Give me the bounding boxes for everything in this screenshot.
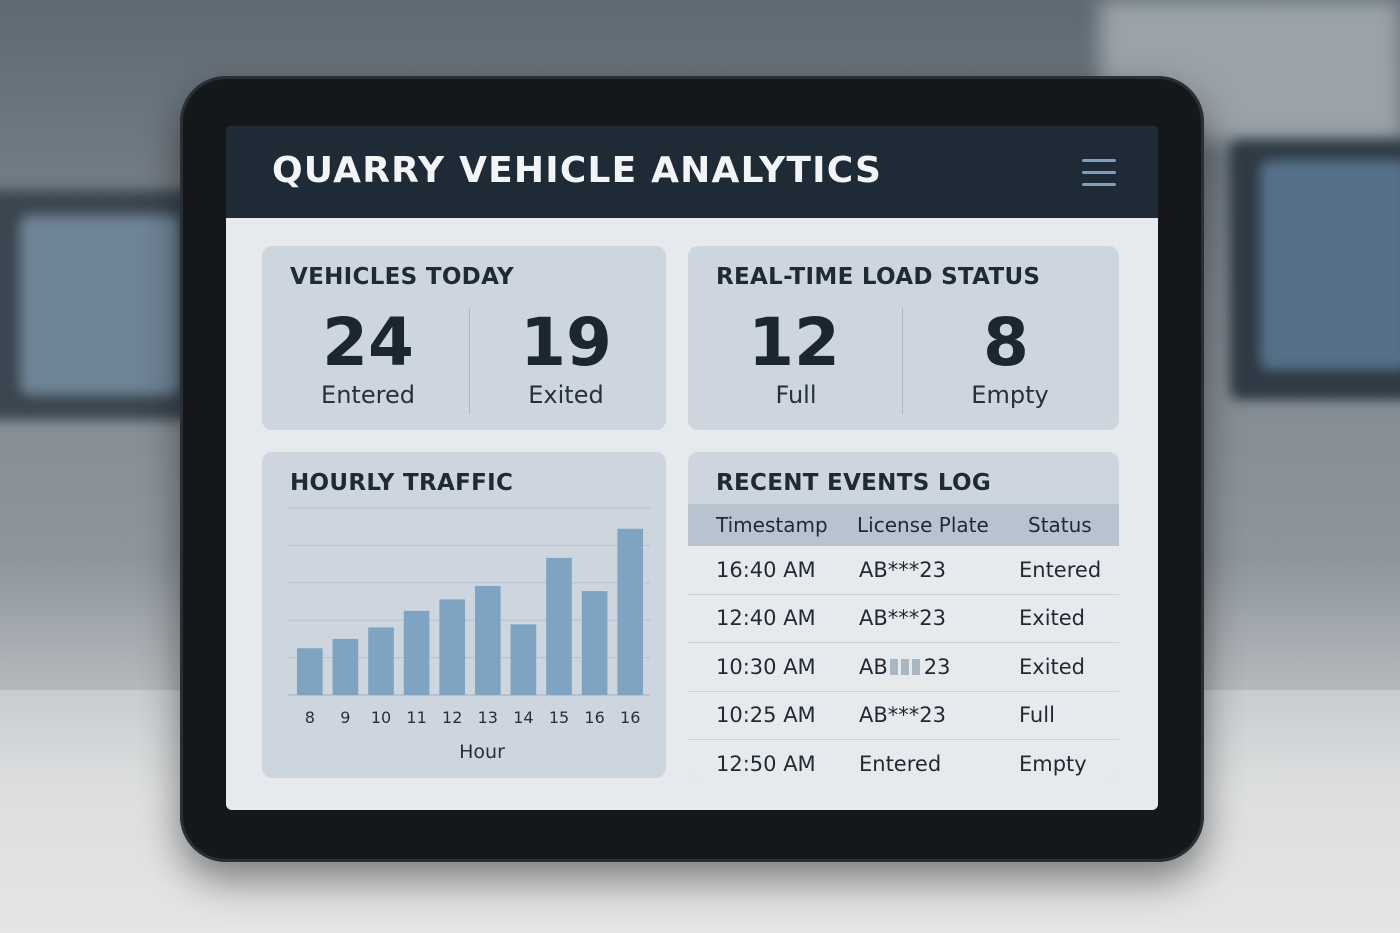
chart-bar[interactable] [617,528,644,695]
chart-bar[interactable] [581,591,608,695]
timestamp-cell: 10:25 AM [716,703,816,727]
recent-events-title: RECENT EVENTS LOG [716,470,992,496]
timestamp-cell: 12:40 AM [716,606,816,630]
load-status-card: REAL-TIME LOAD STATUS 12 Full 8 Empty [688,246,1119,430]
x-axis-label: Hour [459,741,505,763]
hourly-traffic-card: HOURLY TRAFFIC 8 9 10 11 12 13 14 15 16 16 Hour [262,452,666,778]
chart-bar[interactable] [510,624,537,695]
x-tick-label: 15 [549,708,569,727]
table-row[interactable]: 12:50 AM Entered Empty [688,740,1119,778]
load-status-title: REAL-TIME LOAD STATUS [716,264,1041,290]
chart-bar[interactable] [296,648,323,695]
events-table-header: Timestamp License Plate Status [688,504,1119,546]
app-title: QUARRY VEHICLE ANALYTICS [272,150,883,191]
chart-bar[interactable] [439,599,466,695]
column-header-license-plate[interactable]: License Plate [857,513,989,537]
x-tick-label: 12 [442,708,462,727]
column-header-status[interactable]: Status [1028,513,1092,537]
entered-count: 24 [322,304,414,381]
status-cell: Empty [1019,752,1087,776]
plate-suffix: 23 [923,655,951,679]
hamburger-menu-icon[interactable] [1082,159,1116,187]
plate-prefix: AB [859,655,888,679]
recent-events-card: RECENT EVENTS LOG Timestamp License Plat… [688,452,1119,778]
license-plate-cell: AB***23 [859,606,946,630]
tablet-device: QUARRY VEHICLE ANALYTICS VEHICLES TODAY … [180,76,1204,862]
table-row[interactable]: 10:25 AM AB***23 Full [688,691,1119,740]
empty-label: Empty [971,381,1049,409]
hourly-traffic-title: HOURLY TRAFFIC [290,470,514,496]
chart-bar[interactable] [368,627,394,695]
timestamp-cell: 12:50 AM [716,752,816,776]
license-plate-cell: AB***23 [859,703,946,727]
status-cell: Entered [1019,558,1102,582]
x-tick-label: 13 [478,708,498,727]
chart-bar[interactable] [474,585,501,695]
exited-label: Exited [528,381,604,409]
license-plate-cell: Entered [859,752,942,776]
vehicles-today-title: VEHICLES TODAY [290,264,514,290]
status-cell: Exited [1019,606,1086,630]
status-cell: Exited [1019,655,1086,679]
redacted-blocks-icon [889,659,920,675]
tablet-screen: QUARRY VEHICLE ANALYTICS VEHICLES TODAY … [226,126,1158,810]
chart-bar[interactable] [546,557,572,695]
full-count: 12 [748,304,840,381]
entered-label: Entered [321,381,415,409]
hourly-traffic-chart: 8 9 10 11 12 13 14 15 16 16 Hour [288,507,650,763]
x-tick-label: 10 [371,708,391,727]
status-cell: Full [1019,703,1055,727]
full-label: Full [775,381,817,409]
events-table-body: 16:40 AM AB***23 Entered 12:40 AM AB***2… [688,546,1119,778]
x-tick-label: 16 [620,708,640,727]
table-row[interactable]: 10:30 AM AB 23 Exited [688,643,1119,692]
x-tick-label: 16 [584,708,604,727]
x-tick-label: 14 [513,708,533,727]
table-row[interactable]: 16:40 AM AB***23 Entered [688,546,1119,595]
license-plate-cell: AB***23 [859,558,946,582]
x-tick-label: 11 [406,708,426,727]
timestamp-cell: 16:40 AM [716,558,816,582]
chart-bar[interactable] [332,638,359,695]
load-divider [902,308,903,414]
table-row[interactable]: 12:40 AM AB***23 Exited [688,594,1119,643]
exited-count: 19 [520,304,612,381]
chart-bar[interactable] [403,610,430,695]
column-header-timestamp[interactable]: Timestamp [716,513,828,537]
vehicles-today-card: VEHICLES TODAY 24 Entered 19 Exited [262,246,666,430]
x-tick-label: 8 [305,708,315,727]
license-plate-cell: AB 23 [859,655,951,679]
x-tick-label: 9 [340,708,350,727]
timestamp-cell: 10:30 AM [716,655,816,679]
empty-count: 8 [983,304,1029,381]
vehicles-divider [469,308,470,414]
app-header: QUARRY VEHICLE ANALYTICS [226,126,1158,218]
